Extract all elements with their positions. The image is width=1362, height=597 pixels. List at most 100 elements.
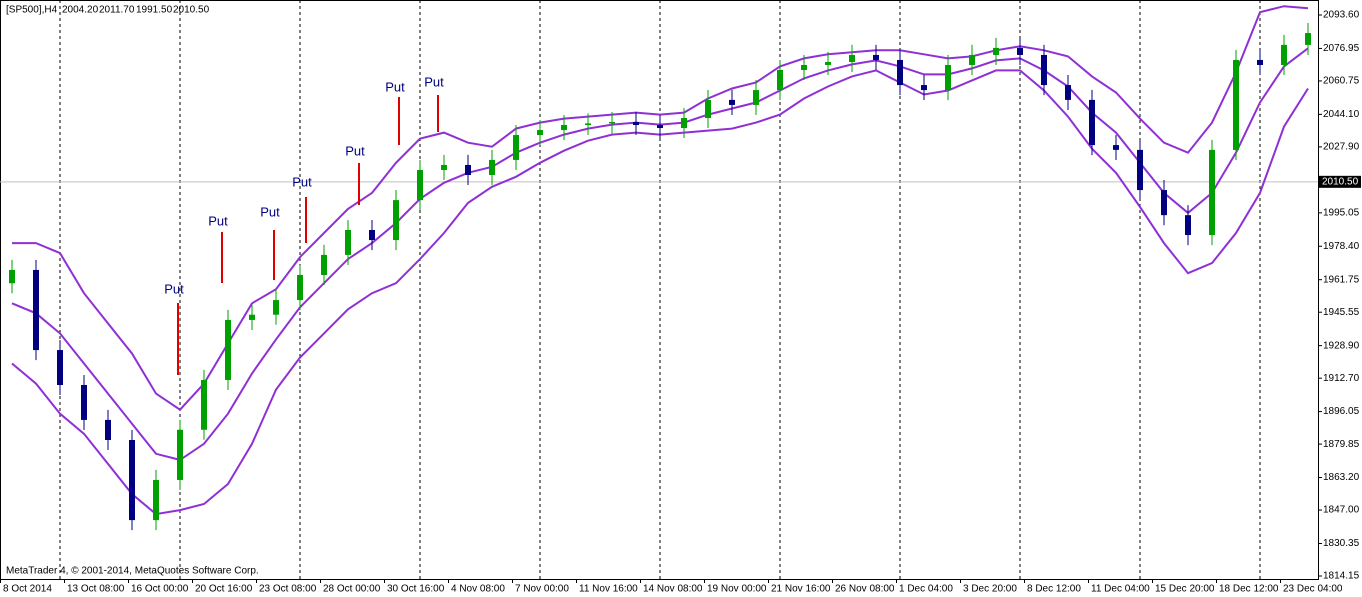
- symbol: [SP500],H4: [6, 5, 58, 16]
- candle-body: [1257, 59, 1263, 65]
- x-tick-label: 1 Dec 04:00: [899, 584, 953, 595]
- header-value: 2010.50: [173, 5, 210, 16]
- candle-body: [1233, 59, 1239, 150]
- x-tick-label: 20 Oct 16:00: [195, 584, 253, 595]
- candle-body: [873, 54, 879, 60]
- candle-body: [105, 419, 111, 440]
- candle-body: [1305, 33, 1311, 45]
- x-tick-label: 14 Nov 08:00: [643, 584, 703, 595]
- y-tick-label: 2093.60: [1323, 10, 1360, 21]
- candle-body: [777, 70, 783, 91]
- annotation-label: Put: [292, 174, 312, 189]
- candle-body: [249, 314, 255, 320]
- y-tick-label: 1879.85: [1323, 439, 1360, 450]
- candle-body: [945, 64, 951, 91]
- candle-body: [921, 85, 927, 91]
- candle-body: [273, 300, 279, 315]
- annotation-label: Put: [164, 281, 184, 296]
- candle-body: [9, 269, 15, 284]
- candle-body: [897, 59, 903, 86]
- candle-body: [1065, 85, 1071, 100]
- y-tick-label: 1830.35: [1323, 538, 1360, 549]
- candle-body: [81, 384, 87, 420]
- x-tick-label: 8 Oct 2014: [3, 584, 52, 595]
- x-tick-label: 23 Oct 08:00: [259, 584, 317, 595]
- candle-body: [561, 125, 567, 131]
- candle-body: [1161, 190, 1167, 216]
- candle-body: [729, 99, 735, 105]
- candle-body: [441, 164, 447, 170]
- candle-body: [369, 230, 375, 241]
- candle-body: [1017, 47, 1023, 55]
- x-tick-label: 11 Nov 16:00: [579, 584, 638, 595]
- x-tick-label: 23 Dec 04:00: [1283, 584, 1343, 595]
- x-tick-label: 16 Oct 00:00: [131, 584, 189, 595]
- y-tick-label: 1978.40: [1323, 241, 1360, 252]
- y-tick-label: 2060.75: [1323, 76, 1360, 87]
- candle-body: [1185, 215, 1191, 236]
- x-tick-label: 7 Nov 00:00: [515, 584, 569, 595]
- candle-body: [297, 274, 303, 301]
- candle-body: [393, 200, 399, 241]
- x-tick-label: 19 Nov 00:00: [707, 584, 767, 595]
- x-tick-label: 8 Dec 12:00: [1027, 584, 1081, 595]
- candle-body: [1113, 145, 1119, 150]
- y-tick-label: 1847.00: [1323, 505, 1360, 516]
- candle-body: [609, 121, 615, 124]
- y-tick-label: 2044.10: [1323, 109, 1360, 120]
- candle-body: [225, 319, 231, 380]
- current-price-box: [1319, 175, 1361, 188]
- x-tick-label: 13 Oct 08:00: [67, 584, 125, 595]
- x-tick-label: 28 Oct 00:00: [323, 584, 381, 595]
- header-value: 2004.20: [62, 5, 99, 16]
- candle-body: [537, 130, 543, 136]
- candle-body: [1137, 149, 1143, 191]
- annotation-label: Put: [385, 79, 405, 94]
- candle-body: [825, 61, 831, 65]
- x-tick-label: 3 Dec 20:00: [963, 584, 1017, 595]
- candle-body: [993, 47, 999, 55]
- x-tick-label: 21 Nov 16:00: [771, 584, 831, 595]
- y-tick-label: 1912.70: [1323, 373, 1360, 384]
- candle-body: [33, 269, 39, 351]
- candle-body: [1209, 149, 1215, 236]
- candle-body: [57, 350, 63, 385]
- y-tick-label: 1814.15: [1323, 571, 1360, 582]
- candle-body: [177, 429, 183, 480]
- y-tick-label: 1896.05: [1323, 406, 1360, 417]
- candle-body: [1041, 54, 1047, 86]
- candle-body: [633, 121, 639, 126]
- x-tick-label: 26 Nov 08:00: [835, 584, 895, 595]
- copyright: MetaTrader 4, © 2001-2014, MetaQuotes So…: [6, 566, 259, 577]
- y-tick-label: 1961.75: [1323, 274, 1360, 285]
- x-tick-label: 11 Dec 04:00: [1091, 584, 1150, 595]
- candle-body: [681, 117, 687, 129]
- candle-body: [657, 125, 663, 129]
- annotation-label: Put: [345, 143, 365, 158]
- candle-body: [513, 135, 519, 160]
- x-tick-label: 18 Dec 12:00: [1219, 584, 1279, 595]
- candle-body: [969, 54, 975, 65]
- annotation-label: Put: [424, 74, 444, 89]
- y-tick-label: 1928.90: [1323, 340, 1360, 351]
- candle-body: [489, 159, 495, 175]
- candle-body: [753, 90, 759, 105]
- y-tick-label: 2027.90: [1323, 142, 1360, 153]
- header-value: 1991.50: [136, 5, 173, 16]
- candle-body: [1089, 99, 1095, 146]
- x-tick-label: 15 Dec 20:00: [1155, 584, 1215, 595]
- y-tick-label: 1945.55: [1323, 307, 1360, 318]
- candle-body: [1281, 44, 1287, 65]
- candle-body: [153, 479, 159, 521]
- y-tick-label: 1995.05: [1323, 207, 1360, 218]
- candle-body: [345, 230, 351, 255]
- annotation-label: Put: [260, 204, 280, 219]
- candle-body: [321, 254, 327, 275]
- candle-body: [705, 99, 711, 118]
- y-tick-label: 1863.20: [1323, 472, 1360, 483]
- annotation-label: Put: [208, 213, 228, 228]
- header-value: 2011.70: [99, 5, 135, 16]
- x-tick-label: 30 Oct 16:00: [387, 584, 445, 595]
